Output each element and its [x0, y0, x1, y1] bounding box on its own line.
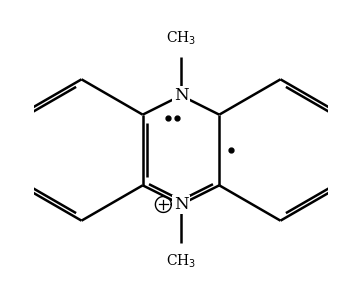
Text: N: N — [174, 196, 188, 213]
Text: N: N — [174, 87, 188, 104]
Text: CH$_3$: CH$_3$ — [166, 253, 196, 271]
Text: CH$_3$: CH$_3$ — [166, 29, 196, 47]
